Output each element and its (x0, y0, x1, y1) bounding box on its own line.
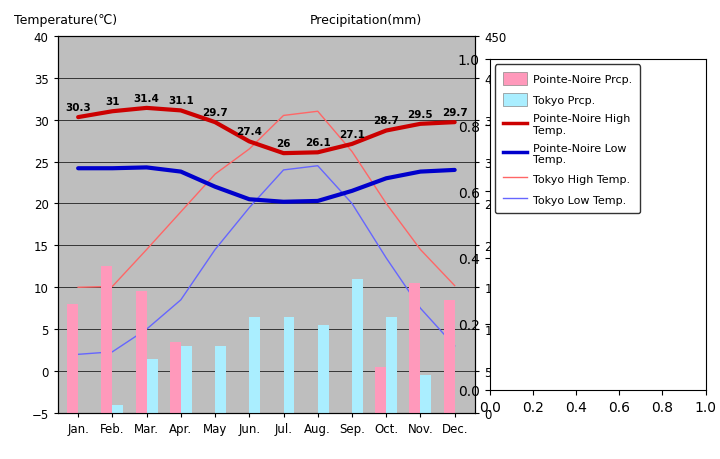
Bar (78, 413, 89, 451)
Bar (284, 317, 294, 413)
Bar (170, 342, 181, 413)
Text: 28.7: 28.7 (373, 116, 399, 126)
Bar (410, 284, 420, 413)
Bar (147, 359, 158, 413)
Text: Temperature(℃): Temperature(℃) (14, 14, 117, 27)
Bar (454, 413, 466, 451)
Bar (249, 317, 260, 413)
Bar (112, 405, 123, 413)
Legend: Pointe-Noire Prcp., Tokyo Prcp., Pointe-Noire High
Temp., Pointe-Noire Low
Temp.: Pointe-Noire Prcp., Tokyo Prcp., Pointe-… (495, 65, 640, 214)
Text: 31: 31 (105, 97, 120, 107)
Text: Precipitation(mm): Precipitation(mm) (310, 14, 422, 27)
Text: 31.1: 31.1 (168, 96, 194, 106)
Bar (181, 346, 192, 413)
Bar (318, 325, 329, 413)
Bar (375, 367, 386, 413)
Bar (102, 267, 112, 413)
Text: 31.4: 31.4 (134, 94, 160, 104)
Bar (67, 304, 78, 413)
Text: 29.5: 29.5 (408, 110, 433, 119)
Text: 29.7: 29.7 (202, 108, 228, 118)
Text: 27.1: 27.1 (339, 129, 365, 140)
Bar (420, 375, 431, 413)
Bar (307, 413, 318, 451)
Bar (135, 292, 147, 413)
Bar (341, 413, 352, 451)
Bar (204, 413, 215, 451)
Text: 27.4: 27.4 (236, 127, 262, 137)
Bar (444, 300, 454, 413)
Bar (386, 317, 397, 413)
Bar (352, 279, 363, 413)
Bar (215, 346, 226, 413)
Text: 30.3: 30.3 (66, 103, 91, 113)
Text: 26: 26 (276, 139, 291, 149)
Bar (238, 413, 249, 451)
Bar (273, 413, 284, 451)
Text: 26.1: 26.1 (305, 138, 330, 148)
Text: 29.7: 29.7 (442, 108, 467, 118)
